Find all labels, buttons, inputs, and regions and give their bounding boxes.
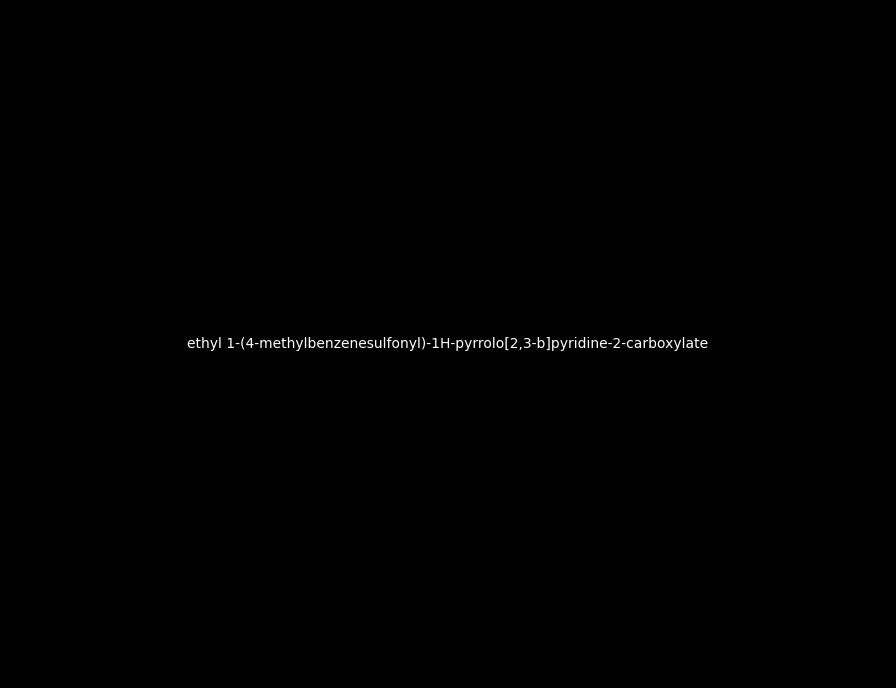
Text: ethyl 1-(4-methylbenzenesulfonyl)-1H-pyrrolo[2,3-b]pyridine-2-carboxylate: ethyl 1-(4-methylbenzenesulfonyl)-1H-pyr… xyxy=(187,337,709,351)
